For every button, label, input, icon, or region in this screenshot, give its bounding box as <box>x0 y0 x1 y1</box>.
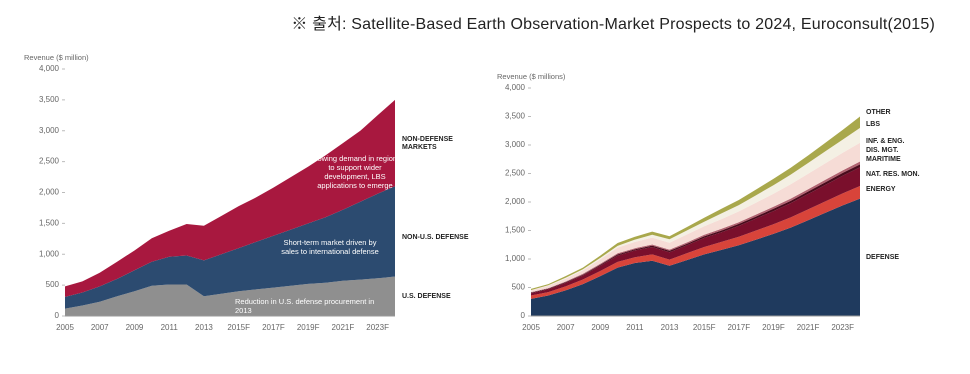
x-tick-label: 2009 <box>591 323 609 332</box>
x-tick-label: 2009 <box>126 323 144 332</box>
x-tick-label: 2005 <box>522 323 540 332</box>
x-tick-label: 2017F <box>262 323 285 332</box>
area <box>531 127 860 291</box>
y-tick-label: 0 <box>55 311 60 320</box>
series-label: INF. & ENG. <box>866 138 905 145</box>
y-tick-label: 3,000 <box>505 140 526 149</box>
x-tick-label: 2005 <box>56 323 74 332</box>
y-tick-label: 4,000 <box>505 83 526 92</box>
x-tick-label: 2015F <box>227 323 250 332</box>
series-label: DEFENSE <box>866 254 900 261</box>
x-tick-label: 2013 <box>195 323 213 332</box>
x-tick-label: 2023F <box>366 323 389 332</box>
y-tick-label: 500 <box>512 283 526 292</box>
y-tick-label: 1,500 <box>505 226 526 235</box>
series-label: NON-DEFENSE MARKETS <box>402 136 453 151</box>
series-label: MARITIME <box>866 156 901 163</box>
series-label: OTHER <box>866 109 891 116</box>
annotation: Short-term market driven by sales to int… <box>281 238 379 256</box>
x-tick-label: 2017F <box>727 323 750 332</box>
area <box>65 99 395 297</box>
x-tick-label: 2013 <box>661 323 679 332</box>
area <box>65 276 395 316</box>
series-label: ENERGY <box>866 186 896 193</box>
y-axis-title: Revenue ($ million) <box>24 53 89 62</box>
area <box>531 116 860 291</box>
x-tick-label: 2007 <box>557 323 575 332</box>
x-tick-label: 2021F <box>797 323 820 332</box>
area <box>531 186 860 299</box>
area <box>531 167 860 296</box>
series-label: NON-U.S. DEFENSE <box>402 234 469 241</box>
y-tick-label: 2,000 <box>39 188 60 197</box>
y-tick-label: 1,000 <box>39 249 60 258</box>
source-note: ※ 출처: Satellite-Based Earth Observation-… <box>291 16 935 33</box>
y-tick-label: 4,000 <box>39 64 60 73</box>
y-tick-label: 3,500 <box>39 95 60 104</box>
y-tick-label: 1,000 <box>505 254 526 263</box>
y-tick-label: 1,500 <box>39 218 60 227</box>
y-axis-title: Revenue ($ millions) <box>497 72 566 81</box>
x-tick-label: 2023F <box>831 323 854 332</box>
area <box>531 198 860 316</box>
x-tick-label: 2011 <box>161 323 179 332</box>
x-tick-label: 2019F <box>297 323 320 332</box>
y-tick-label: 2,500 <box>39 157 60 166</box>
x-tick-label: 2011 <box>626 323 644 332</box>
x-tick-label: 2019F <box>762 323 785 332</box>
y-tick-label: 0 <box>521 311 526 320</box>
x-tick-label: 2015F <box>693 323 716 332</box>
y-tick-label: 2,000 <box>505 197 526 206</box>
y-tick-label: 2,500 <box>505 169 526 178</box>
series-label: DIS. MGT. <box>866 147 899 154</box>
series-label: NAT. RES. MON. <box>866 171 920 178</box>
area <box>531 142 860 293</box>
area <box>65 186 395 309</box>
y-tick-label: 3,500 <box>505 112 526 121</box>
series-label: LBS <box>866 121 880 128</box>
y-tick-label: 3,000 <box>39 126 60 135</box>
x-tick-label: 2007 <box>91 323 109 332</box>
x-tick-label: 2021F <box>332 323 355 332</box>
series-label: U.S. DEFENSE <box>402 293 451 300</box>
annotation: Growing demand in regions to support wid… <box>309 154 401 190</box>
y-tick-label: 500 <box>46 280 60 289</box>
annotation: Reduction in U.S. defense procurement in… <box>235 297 375 315</box>
